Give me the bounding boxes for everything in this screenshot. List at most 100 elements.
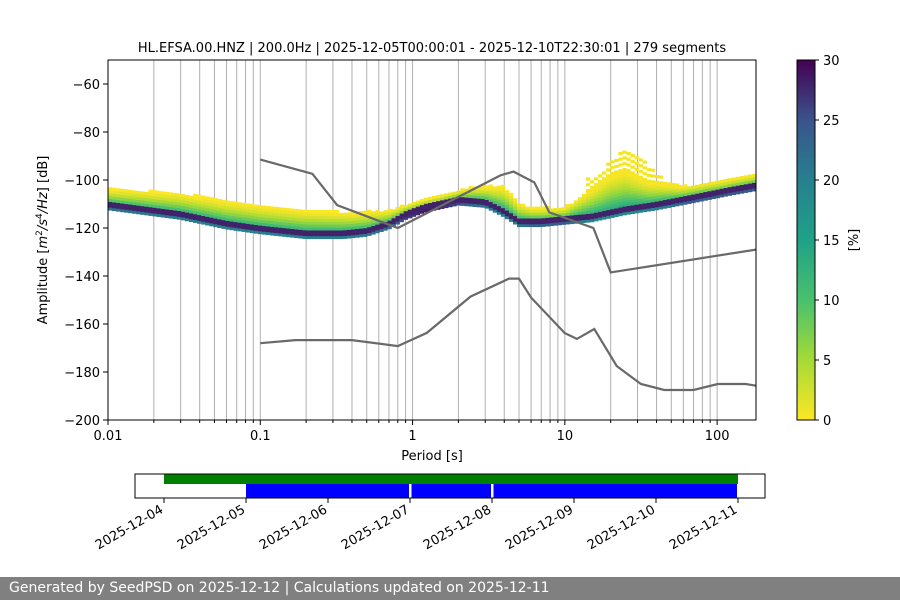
psd-cell bbox=[496, 211, 502, 215]
psd-cell bbox=[679, 185, 684, 189]
psd-cell bbox=[290, 214, 295, 218]
psd-cell bbox=[517, 223, 522, 228]
psd-cell bbox=[270, 226, 275, 230]
psd-cell bbox=[683, 190, 688, 194]
psd-cell bbox=[496, 202, 502, 207]
psd-cell bbox=[265, 220, 271, 224]
psd-cell bbox=[233, 224, 238, 228]
psd-cell bbox=[618, 204, 623, 208]
psd-cell bbox=[614, 213, 619, 218]
psd-cell bbox=[257, 219, 263, 223]
psd-cell bbox=[440, 205, 445, 209]
psd-cell bbox=[282, 213, 287, 217]
psd-cell bbox=[658, 175, 664, 179]
psd-cell bbox=[282, 207, 287, 211]
psd-cell bbox=[569, 215, 575, 219]
psd-cell bbox=[245, 214, 251, 219]
psd-cell bbox=[172, 192, 178, 197]
psd-cell bbox=[189, 198, 194, 202]
psd-cell bbox=[436, 195, 441, 199]
psd-cell bbox=[723, 181, 728, 186]
psd-cell bbox=[610, 188, 615, 192]
y-axis-label-part: 4 bbox=[35, 213, 45, 219]
psd-cell bbox=[359, 213, 364, 218]
psd-cell bbox=[168, 192, 174, 196]
psd-cell bbox=[108, 187, 113, 191]
psd-cell bbox=[594, 198, 599, 202]
psd-cell bbox=[407, 212, 413, 216]
psd-cell bbox=[128, 207, 133, 211]
psd-cell bbox=[464, 194, 469, 198]
psd-cell bbox=[594, 209, 599, 213]
psd-cell bbox=[237, 216, 242, 220]
psd-cell bbox=[128, 198, 133, 202]
psd-cell bbox=[675, 200, 680, 204]
data-segment-bar bbox=[411, 484, 491, 498]
psd-cell bbox=[411, 210, 417, 214]
colorbar-tick-label: 25 bbox=[823, 114, 840, 129]
psd-cell bbox=[589, 219, 595, 223]
psd-cell bbox=[274, 212, 279, 216]
psd-cell bbox=[411, 204, 417, 209]
psd-cell bbox=[618, 178, 623, 182]
psd-cell bbox=[136, 208, 141, 212]
psd-cell bbox=[594, 218, 599, 222]
psd-cell bbox=[318, 227, 323, 231]
psd-cell bbox=[407, 215, 413, 219]
psd-cell bbox=[594, 206, 599, 210]
psd-cell bbox=[245, 203, 251, 207]
psd-cell bbox=[468, 197, 473, 201]
psd-cell bbox=[237, 228, 242, 232]
psd-cell bbox=[723, 193, 728, 197]
psd-cell bbox=[233, 227, 238, 231]
psd-cell bbox=[164, 203, 170, 207]
psd-cell bbox=[415, 209, 421, 213]
psd-cell bbox=[164, 191, 170, 196]
psd-cell bbox=[274, 232, 279, 236]
psd-cell bbox=[334, 233, 340, 237]
psd-cell bbox=[136, 205, 141, 209]
psd-cell bbox=[533, 215, 538, 219]
psd-cell bbox=[245, 229, 251, 233]
psd-cell bbox=[565, 212, 570, 216]
psd-cell bbox=[642, 206, 647, 210]
psd-cell bbox=[630, 196, 635, 200]
psd-cell bbox=[739, 184, 745, 188]
psd-cell bbox=[614, 176, 619, 180]
psd-cell bbox=[654, 195, 660, 199]
psd-cell bbox=[545, 211, 550, 215]
psd-cell bbox=[658, 200, 664, 204]
psd-cell bbox=[529, 218, 534, 222]
psd-cell bbox=[626, 179, 631, 183]
psd-cell bbox=[642, 188, 647, 192]
psd-cell bbox=[229, 221, 234, 225]
psd-cell bbox=[338, 215, 344, 219]
psd-cell bbox=[322, 224, 327, 228]
psd-cell bbox=[140, 200, 145, 204]
psd-cell bbox=[201, 207, 206, 211]
psd-cell bbox=[233, 210, 238, 214]
psd-cell bbox=[727, 192, 732, 196]
psd-cell bbox=[294, 229, 299, 233]
psd-cell bbox=[205, 213, 210, 217]
psd-cell bbox=[468, 186, 473, 190]
psd-cell bbox=[391, 209, 396, 213]
date-tick-label: 2025-12-10 bbox=[585, 502, 658, 553]
psd-cell bbox=[602, 207, 607, 212]
psd-cell bbox=[602, 187, 607, 191]
psd-cell bbox=[274, 209, 279, 213]
psd-cell bbox=[367, 212, 372, 216]
psd-cell bbox=[367, 209, 372, 213]
psd-cell bbox=[614, 173, 619, 177]
psd-cell bbox=[346, 232, 352, 236]
psd-cell bbox=[197, 220, 202, 224]
psd-cell bbox=[517, 209, 522, 213]
psd-cell bbox=[265, 217, 271, 221]
data-segment-bar bbox=[246, 484, 409, 498]
psd-cell bbox=[160, 191, 165, 195]
psd-cell bbox=[650, 168, 656, 172]
psd-cell bbox=[606, 168, 611, 172]
psd-cell bbox=[395, 212, 400, 216]
psd-cell bbox=[739, 176, 745, 180]
psd-cell bbox=[549, 220, 554, 224]
